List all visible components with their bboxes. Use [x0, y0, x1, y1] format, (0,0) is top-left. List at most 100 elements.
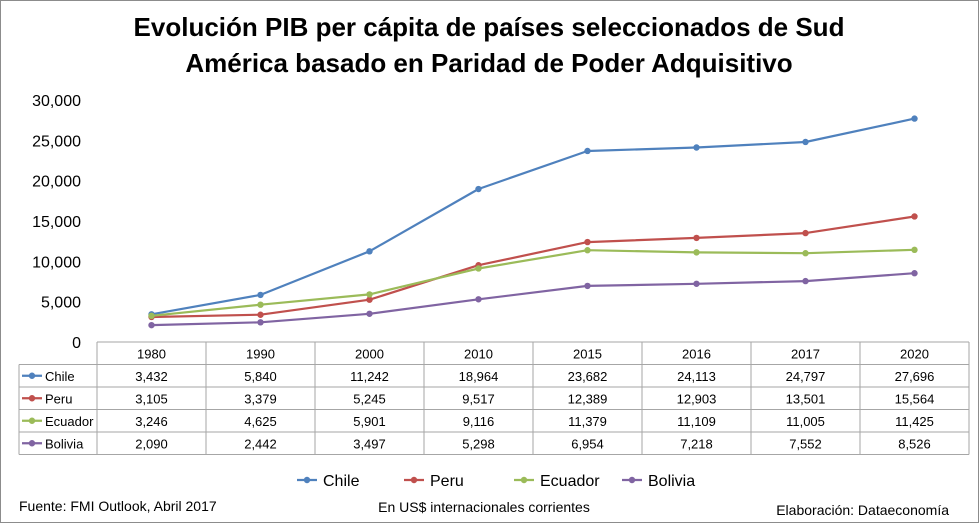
legend-label: Ecuador: [540, 473, 600, 490]
data-label: 24,797: [786, 369, 826, 384]
x-tick-label: 2015: [573, 346, 602, 361]
data-label: 11,242: [350, 369, 389, 384]
y-tick-label: 30,000: [32, 93, 81, 110]
legend-label: Peru: [430, 473, 464, 490]
table-series-name: Bolivia: [45, 436, 84, 451]
data-point-bolivia: [148, 321, 155, 329]
y-tick-label: 15,000: [32, 214, 81, 231]
data-point-ecuador: [475, 265, 482, 272]
y-tick-label: 20,000: [32, 174, 81, 191]
chart-title-line-1: Evolución PIB per cápita de países selec…: [134, 12, 845, 42]
data-point-ecuador: [148, 312, 155, 320]
series-line-ecuador: [151, 248, 915, 317]
data-label: 8,526: [898, 436, 931, 451]
data-point-bolivia: [257, 319, 264, 326]
chart-title-line-2: América basado en Paridad de Poder Adqui…: [185, 48, 792, 78]
data-point-peru: [584, 238, 591, 246]
data-point-ecuador: [802, 250, 809, 257]
data-point-chile: [584, 147, 591, 155]
data-point-bolivia: [584, 282, 591, 290]
data-point-chile: [475, 185, 482, 193]
data-label: 11,005: [786, 414, 825, 429]
x-tick-label: 1980: [137, 346, 166, 361]
data-label: 4,625: [244, 414, 277, 429]
data-label: 5,245: [353, 391, 386, 406]
data-point-chile: [802, 138, 809, 146]
data-label: 23,682: [568, 369, 608, 384]
data-point-bolivia: [475, 296, 482, 303]
series-line-bolivia: [151, 272, 915, 327]
data-label: 3,379: [244, 391, 277, 406]
data-label: 3,105: [135, 391, 168, 406]
y-tick-label: 10,000: [32, 254, 81, 271]
data-label: 5,840: [244, 369, 277, 384]
data-point-chile: [366, 248, 373, 255]
data-point-chile: [693, 144, 700, 151]
x-tick-label: 2020: [900, 346, 929, 361]
legend-key-marker: [520, 476, 528, 484]
data-point-peru: [257, 311, 264, 318]
data-label: 13,501: [786, 391, 826, 406]
data-label: 11,109: [677, 414, 716, 429]
credit-note: Elaboración: Dataeconomía: [776, 502, 949, 518]
data-label: 7,218: [680, 436, 713, 451]
y-axis: 0 5,000 10,000 15,000 20,000 25,000 30,000: [32, 93, 81, 352]
data-label: 27,696: [895, 369, 935, 384]
data-point-peru: [911, 213, 918, 220]
table-series-name: Ecuador: [45, 414, 94, 429]
x-tick-label: 2016: [682, 346, 711, 361]
data-point-bolivia: [911, 270, 918, 277]
legend: Chile Peru Ecuador Bolivia: [297, 473, 695, 490]
data-label: 24,113: [677, 369, 716, 384]
data-point-peru: [693, 234, 700, 242]
data-label: 12,903: [677, 391, 717, 406]
data-point-peru: [366, 296, 373, 303]
table-legend-key-marker: [28, 440, 36, 447]
table-legend-key-marker: [28, 417, 36, 424]
data-label: 9,116: [463, 414, 495, 429]
data-point-bolivia: [802, 277, 809, 285]
data-point-ecuador: [584, 247, 591, 254]
data-point-ecuador: [366, 291, 373, 298]
data-point-ecuador: [911, 246, 918, 254]
data-label: 2,442: [244, 436, 277, 451]
data-label: 11,425: [895, 414, 934, 429]
plot-area: [148, 115, 918, 329]
y-tick-label: 0: [72, 335, 81, 352]
data-point-ecuador: [693, 249, 700, 256]
legend-key-marker: [410, 476, 418, 484]
data-point-chile: [257, 291, 264, 299]
data-label: 3,432: [135, 369, 168, 384]
data-label: 3,246: [135, 414, 168, 429]
series-line-peru: [151, 215, 915, 319]
table-series-name: Peru: [45, 391, 72, 406]
table-legend-key-marker: [28, 372, 36, 379]
y-tick-label: 25,000: [32, 133, 81, 150]
legend-label: Chile: [323, 473, 360, 490]
data-label: 3,497: [353, 436, 386, 451]
source-note: Fuente: FMI Outlook, Abril 2017: [19, 498, 217, 514]
data-point-bolivia: [366, 310, 373, 317]
data-label: 5,901: [353, 414, 386, 429]
data-label: 9,517: [462, 391, 495, 406]
data-label: 15,564: [895, 391, 935, 406]
data-point-bolivia: [693, 280, 700, 287]
data-table: 1980 1990 2000 2010 2015 2016 2017 2020 Chile 3,4…: [18, 341, 970, 455]
data-point-ecuador: [257, 301, 264, 308]
data-label: 5,298: [462, 436, 495, 451]
x-tick-label: 2000: [355, 346, 384, 361]
legend-key-marker: [628, 476, 636, 484]
data-label: 11,379: [568, 414, 607, 429]
data-point-chile: [911, 115, 918, 122]
x-tick-label: 2017: [791, 346, 820, 361]
units-note: En US$ internacionales corrientes: [378, 499, 590, 515]
data-point-peru: [802, 229, 809, 237]
data-label: 7,552: [789, 436, 822, 451]
y-tick-label: 5,000: [41, 295, 81, 312]
x-tick-label: 1990: [246, 346, 275, 361]
table-series-name: Chile: [45, 369, 75, 384]
data-label: 18,964: [459, 369, 499, 384]
data-label: 12,389: [568, 391, 608, 406]
legend-key-marker: [303, 476, 311, 484]
